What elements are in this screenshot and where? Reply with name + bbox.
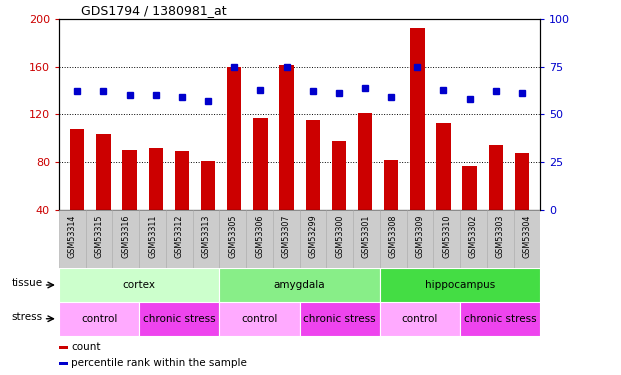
Bar (437, 123, 451, 258)
Bar (219, 210, 246, 268)
Text: GSM53300: GSM53300 (335, 214, 344, 258)
Bar (463, 166, 477, 258)
Bar (59, 268, 219, 302)
Bar (193, 210, 219, 268)
Text: hippocampus: hippocampus (425, 280, 495, 290)
Text: GSM53301: GSM53301 (362, 214, 371, 258)
Text: count: count (71, 342, 101, 352)
Text: percentile rank within the sample: percentile rank within the sample (71, 358, 247, 368)
Bar (112, 210, 139, 268)
Bar (380, 302, 460, 336)
Bar (166, 210, 193, 268)
Bar (59, 302, 139, 336)
Bar (86, 210, 112, 268)
Bar (332, 141, 346, 258)
Bar (515, 153, 529, 258)
Text: tissue: tissue (11, 278, 42, 288)
Bar (514, 210, 540, 268)
Text: cortex: cortex (123, 280, 156, 290)
Bar (487, 210, 514, 268)
Bar (59, 362, 68, 364)
Bar (175, 152, 189, 258)
Text: GSM53312: GSM53312 (175, 214, 184, 258)
Bar (59, 210, 86, 268)
Text: GSM53313: GSM53313 (202, 214, 211, 258)
Bar (433, 210, 460, 268)
Bar (279, 65, 294, 258)
Text: GSM53309: GSM53309 (415, 214, 424, 258)
Text: GSM53315: GSM53315 (94, 214, 104, 258)
Bar (306, 120, 320, 258)
Bar (219, 302, 299, 336)
Text: GSM53299: GSM53299 (309, 214, 317, 258)
Text: GDS1794 / 1380981_at: GDS1794 / 1380981_at (81, 4, 227, 17)
Text: GSM53314: GSM53314 (68, 214, 77, 258)
Bar (273, 210, 299, 268)
Bar (253, 118, 268, 258)
Bar (299, 210, 327, 268)
Bar (327, 210, 353, 268)
Text: GSM53316: GSM53316 (121, 214, 130, 258)
Bar (384, 160, 399, 258)
Bar (489, 146, 503, 258)
Bar (139, 302, 219, 336)
Text: GSM53306: GSM53306 (255, 214, 264, 258)
Bar (227, 67, 242, 258)
Bar (358, 113, 372, 258)
Text: chronic stress: chronic stress (464, 314, 537, 324)
Bar (148, 148, 163, 258)
Bar (460, 302, 540, 336)
Text: GSM53303: GSM53303 (496, 214, 505, 258)
Bar (219, 268, 380, 302)
Bar (299, 302, 380, 336)
Text: amygdala: amygdala (274, 280, 325, 290)
Text: GSM53310: GSM53310 (442, 214, 451, 258)
Text: GSM53305: GSM53305 (229, 214, 237, 258)
Text: GSM53304: GSM53304 (522, 214, 532, 258)
Bar (70, 129, 84, 258)
Bar (410, 28, 425, 258)
Text: GSM53308: GSM53308 (389, 214, 397, 258)
Text: GSM53311: GSM53311 (148, 214, 157, 258)
Bar (246, 210, 273, 268)
Text: chronic stress: chronic stress (143, 314, 215, 324)
Bar (380, 268, 540, 302)
Bar (122, 150, 137, 258)
Bar (139, 210, 166, 268)
Bar (380, 210, 407, 268)
Bar (353, 210, 380, 268)
Bar (201, 161, 215, 258)
Bar (96, 134, 111, 258)
Text: chronic stress: chronic stress (304, 314, 376, 324)
Text: GSM53307: GSM53307 (282, 214, 291, 258)
Bar (59, 346, 68, 349)
Bar (407, 210, 433, 268)
Text: GSM53302: GSM53302 (469, 214, 478, 258)
Bar (460, 210, 487, 268)
Text: control: control (242, 314, 278, 324)
Text: control: control (81, 314, 117, 324)
Text: control: control (402, 314, 438, 324)
Text: stress: stress (11, 312, 42, 322)
